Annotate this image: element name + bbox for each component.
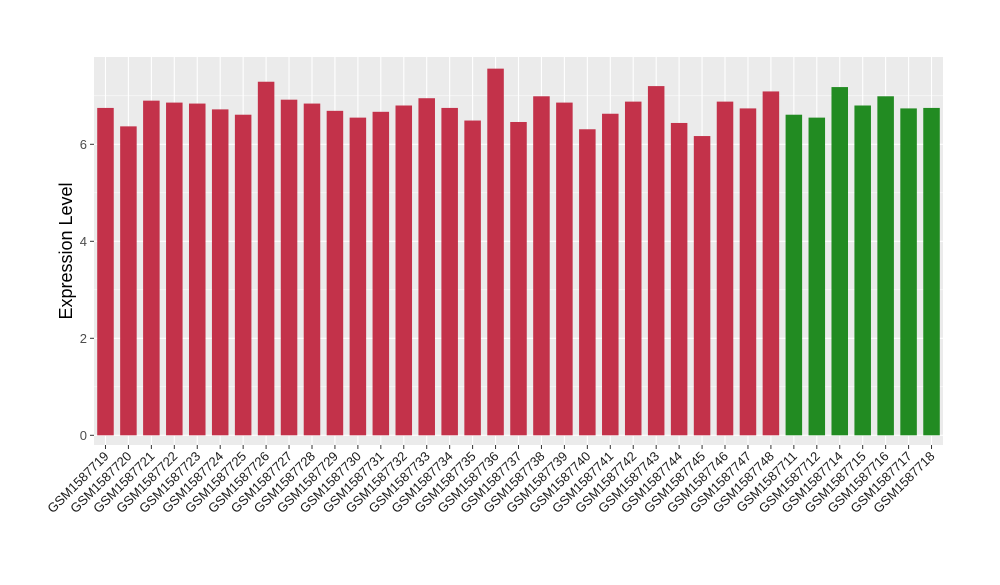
bar-GSM1587716 xyxy=(877,96,894,436)
bar-GSM1587741 xyxy=(602,113,619,436)
bar-GSM1587721 xyxy=(143,100,160,436)
bar-GSM1587712 xyxy=(808,117,826,436)
bar-GSM1587719 xyxy=(97,107,114,436)
bar-GSM1587742 xyxy=(624,101,642,436)
bar-GSM1587736 xyxy=(487,68,504,436)
bar-GSM1587739 xyxy=(556,102,573,436)
bar-GSM1587746 xyxy=(716,101,734,436)
y-axis: 0 2 4 6 xyxy=(80,137,94,443)
bar-GSM1587711 xyxy=(785,114,803,436)
bar-GSM1587727 xyxy=(280,99,298,436)
bar-GSM1587733 xyxy=(418,98,435,436)
bar-GSM1587724 xyxy=(211,109,229,436)
bar-GSM1587720 xyxy=(120,126,137,436)
bar-GSM1587730 xyxy=(349,117,367,436)
y-tick-label: 6 xyxy=(80,137,87,152)
y-tick-label: 2 xyxy=(80,331,87,346)
y-tick-label: 0 xyxy=(80,428,87,443)
bar-GSM1587731 xyxy=(372,111,390,436)
x-axis: GSM1587719GSM1587720GSM1587721GSM1587722… xyxy=(44,445,938,516)
bar-GSM1587738 xyxy=(533,96,550,436)
bar-GSM1587747 xyxy=(739,108,757,436)
bar-GSM1587717 xyxy=(900,108,917,436)
bars xyxy=(97,68,940,436)
bar-GSM1587714 xyxy=(831,87,849,436)
bar-GSM1587728 xyxy=(303,103,321,436)
bar-GSM1587722 xyxy=(166,102,183,436)
bar-GSM1587748 xyxy=(762,91,780,436)
y-axis-label: Expression Level xyxy=(56,182,76,319)
bar-GSM1587732 xyxy=(395,105,413,436)
bar-GSM1587726 xyxy=(257,81,275,436)
bar-GSM1587725 xyxy=(234,114,252,436)
y-tick-label: 4 xyxy=(80,234,87,249)
bar-GSM1587745 xyxy=(693,136,711,436)
bar-GSM1587744 xyxy=(670,122,688,436)
bar-GSM1587743 xyxy=(647,86,665,436)
bar-GSM1587734 xyxy=(441,107,458,436)
bar-GSM1587715 xyxy=(854,105,871,436)
bar-GSM1587737 xyxy=(510,121,527,436)
bar-GSM1587735 xyxy=(464,120,481,436)
bar-GSM1587723 xyxy=(188,103,206,436)
bar-GSM1587718 xyxy=(923,107,940,436)
bar-GSM1587729 xyxy=(326,110,344,436)
bar-GSM1587740 xyxy=(579,129,596,436)
